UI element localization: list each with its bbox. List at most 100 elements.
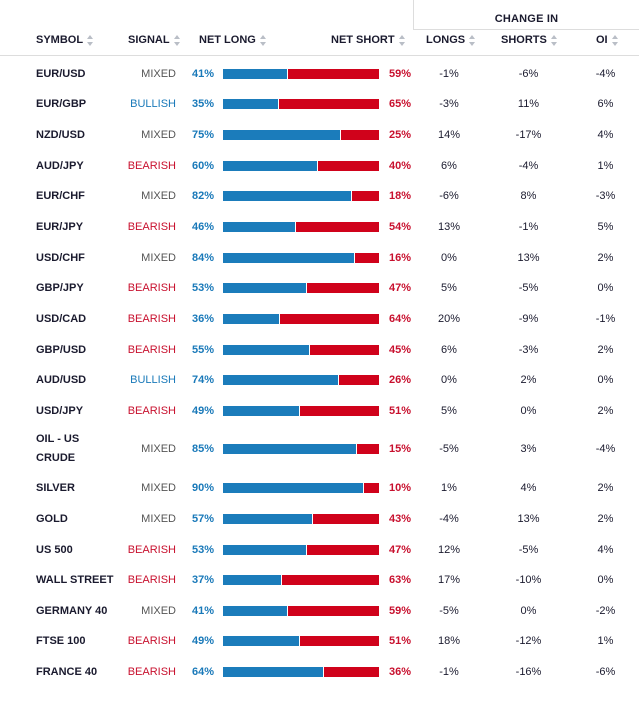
oi-change-cell: 2% (597, 513, 614, 525)
shorts-change-cell: -5% (518, 544, 539, 556)
symbol-cell[interactable]: FTSE 100 (36, 635, 86, 647)
net-short-column-header[interactable]: NET SHORT (331, 34, 406, 46)
sentiment-bar (223, 406, 379, 416)
signal-cell: BEARISH (127, 344, 176, 356)
signal-column-header[interactable]: SIGNAL (128, 34, 181, 46)
symbol-cell[interactable]: USD/CHF (36, 252, 85, 264)
signal-cell: MIXED (141, 443, 176, 455)
longs-change-cell: -6% (439, 190, 459, 202)
symbol-cell[interactable]: USD/JPY (36, 405, 84, 417)
net-long-fill (223, 575, 282, 585)
net-long-fill (223, 375, 340, 385)
sort-icon (87, 34, 94, 46)
net-short-percent: 36% (389, 666, 412, 678)
net-long-fill (223, 606, 288, 616)
sort-icon (469, 34, 476, 46)
longs-change-cell: -1% (439, 666, 459, 678)
longs-change-cell: -5% (439, 443, 459, 455)
shorts-column-header[interactable]: SHORTS (501, 34, 558, 46)
signal-cell: MIXED (141, 513, 176, 525)
net-short-header-label: NET SHORT (331, 34, 395, 46)
shorts-change-cell: -12% (515, 635, 542, 647)
net-long-fill (223, 69, 288, 79)
longs-change-cell: -4% (439, 513, 459, 525)
shorts-change-cell: 0% (520, 405, 537, 417)
symbol-cell[interactable]: AUD/USD (36, 374, 87, 386)
longs-change-cell: -3% (439, 98, 459, 110)
shorts-change-cell: -4% (518, 160, 539, 172)
oi-column-header[interactable]: OI (596, 34, 619, 46)
symbol-column-header[interactable]: SYMBOL (36, 34, 94, 46)
symbol-cell[interactable]: GOLD (36, 513, 68, 525)
oi-change-cell: -6% (595, 666, 616, 678)
net-long-percent: 41% (192, 68, 215, 80)
symbol-cell[interactable]: GBP/USD (36, 344, 87, 356)
shorts-change-cell: 8% (520, 190, 537, 202)
oi-change-cell: 2% (597, 344, 614, 356)
longs-change-cell: 5% (441, 405, 457, 417)
net-short-percent: 18% (389, 190, 412, 202)
longs-change-cell: 12% (437, 544, 461, 556)
signal-cell: BEARISH (127, 405, 176, 417)
net-short-percent: 25% (389, 129, 412, 141)
net-long-fill (223, 514, 313, 524)
symbol-cell[interactable]: AUD/JPY (36, 160, 84, 172)
shorts-change-cell: 13% (517, 513, 540, 525)
oi-change-cell: -3% (595, 190, 616, 202)
symbol-cell[interactable]: EUR/USD (36, 68, 86, 80)
sentiment-bar (223, 345, 379, 355)
longs-change-cell: 6% (441, 344, 457, 356)
net-long-fill (223, 406, 301, 416)
symbol-cell[interactable]: EUR/GBP (36, 98, 87, 110)
symbol-cell[interactable]: GERMANY 40 (36, 605, 108, 617)
shorts-change-cell: -9% (518, 313, 539, 325)
net-short-percent: 16% (389, 252, 412, 264)
sentiment-bar (223, 222, 379, 232)
net-long-fill (223, 283, 307, 293)
net-long-column-header[interactable]: NET LONG (199, 34, 267, 46)
signal-cell: BEARISH (127, 666, 176, 678)
shorts-change-cell: -6% (518, 68, 539, 80)
symbol-cell[interactable]: SILVER (36, 482, 75, 494)
symbol-cell[interactable]: NZD/USD (36, 129, 85, 141)
shorts-change-cell: -1% (518, 221, 539, 233)
symbol-cell[interactable]: WALL STREET (36, 574, 114, 586)
net-long-percent: 90% (192, 482, 215, 494)
longs-change-cell: 6% (441, 160, 457, 172)
symbol-cell[interactable]: EUR/JPY (36, 221, 84, 233)
net-long-percent: 75% (192, 129, 215, 141)
net-long-fill (223, 636, 301, 646)
oi-change-cell: 0% (597, 282, 614, 294)
sentiment-bar (223, 575, 379, 585)
symbol-cell[interactable]: GBP/JPY (36, 282, 84, 294)
signal-cell: MIXED (141, 190, 176, 202)
net-long-fill (223, 130, 341, 140)
symbol-cell[interactable]: OIL - US CRUDE (36, 433, 80, 464)
oi-change-cell: 1% (597, 635, 614, 647)
signal-cell: MIXED (141, 605, 176, 617)
change-in-title: CHANGE IN (494, 13, 559, 25)
signal-cell: BEARISH (127, 544, 176, 556)
net-short-percent: 40% (389, 160, 412, 172)
shorts-change-cell: -3% (518, 344, 539, 356)
net-long-percent: 64% (192, 666, 215, 678)
net-long-fill (223, 314, 281, 324)
oi-change-cell: 0% (597, 574, 614, 586)
symbol-cell[interactable]: EUR/CHF (36, 190, 85, 202)
symbol-cell[interactable]: USD/CAD (36, 313, 87, 325)
net-long-fill (223, 99, 279, 109)
sort-icon (550, 34, 558, 46)
symbol-cell[interactable]: FRANCE 40 (36, 666, 98, 678)
net-long-percent: 53% (192, 544, 215, 556)
net-long-percent: 85% (192, 443, 215, 455)
longs-change-cell: 18% (437, 635, 461, 647)
longs-change-cell: 14% (437, 129, 461, 141)
longs-column-header[interactable]: LONGS (426, 34, 476, 46)
symbol-cell[interactable]: US 500 (36, 544, 73, 556)
change-in-group: CHANGE IN (413, 0, 639, 30)
table-header: SYMBOL SIGNAL NET LONG NET SHORT LONGS S… (0, 34, 639, 52)
net-long-percent: 37% (192, 574, 215, 586)
net-long-header-label: NET LONG (199, 34, 256, 46)
net-long-fill (223, 253, 356, 263)
signal-header-label: SIGNAL (128, 34, 170, 46)
